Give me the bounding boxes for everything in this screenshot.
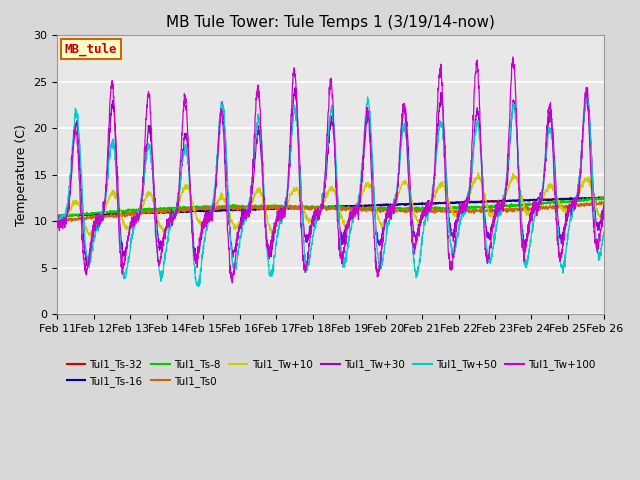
Y-axis label: Temperature (C): Temperature (C) (15, 124, 28, 226)
Legend: Tul1_Ts-32, Tul1_Ts-16, Tul1_Ts-8, Tul1_Ts0, Tul1_Tw+10, Tul1_Tw+30, Tul1_Tw+50,: Tul1_Ts-32, Tul1_Ts-16, Tul1_Ts-8, Tul1_… (62, 355, 600, 391)
Text: MB_tule: MB_tule (65, 42, 117, 56)
Title: MB Tule Tower: Tule Temps 1 (3/19/14-now): MB Tule Tower: Tule Temps 1 (3/19/14-now… (166, 15, 495, 30)
